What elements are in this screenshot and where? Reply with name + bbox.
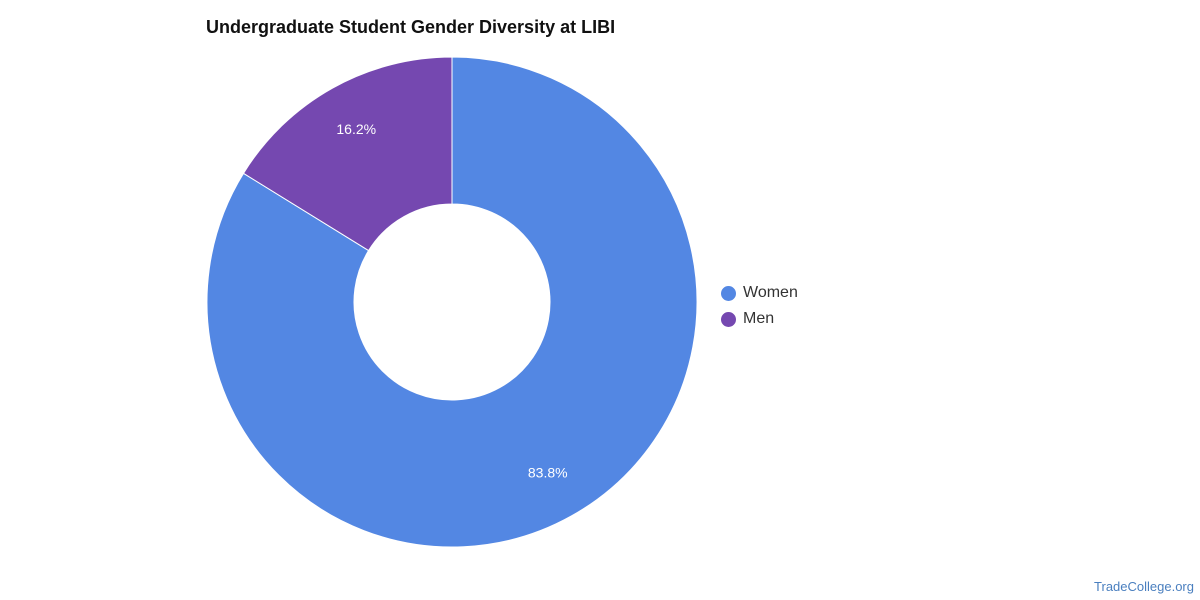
legend-item-women[interactable]: Women: [721, 280, 798, 306]
legend: Women Men: [721, 280, 798, 332]
legend-swatch-women: [721, 285, 736, 301]
legend-label-men: Men: [743, 310, 775, 327]
slice-label-women: 83.8%: [528, 464, 568, 480]
donut-slice-men[interactable]: [242, 56, 453, 252]
legend-swatch-men: [721, 311, 736, 327]
donut-slice-women[interactable]: [206, 56, 698, 548]
chart-title: Undergraduate Student Gender Diversity a…: [206, 17, 616, 37]
legend-label-women: Women: [743, 284, 798, 301]
slice-label-men: 16.2%: [336, 121, 376, 137]
legend-item-men[interactable]: Men: [721, 306, 798, 332]
watermark[interactable]: TradeCollege.org: [1094, 579, 1194, 594]
